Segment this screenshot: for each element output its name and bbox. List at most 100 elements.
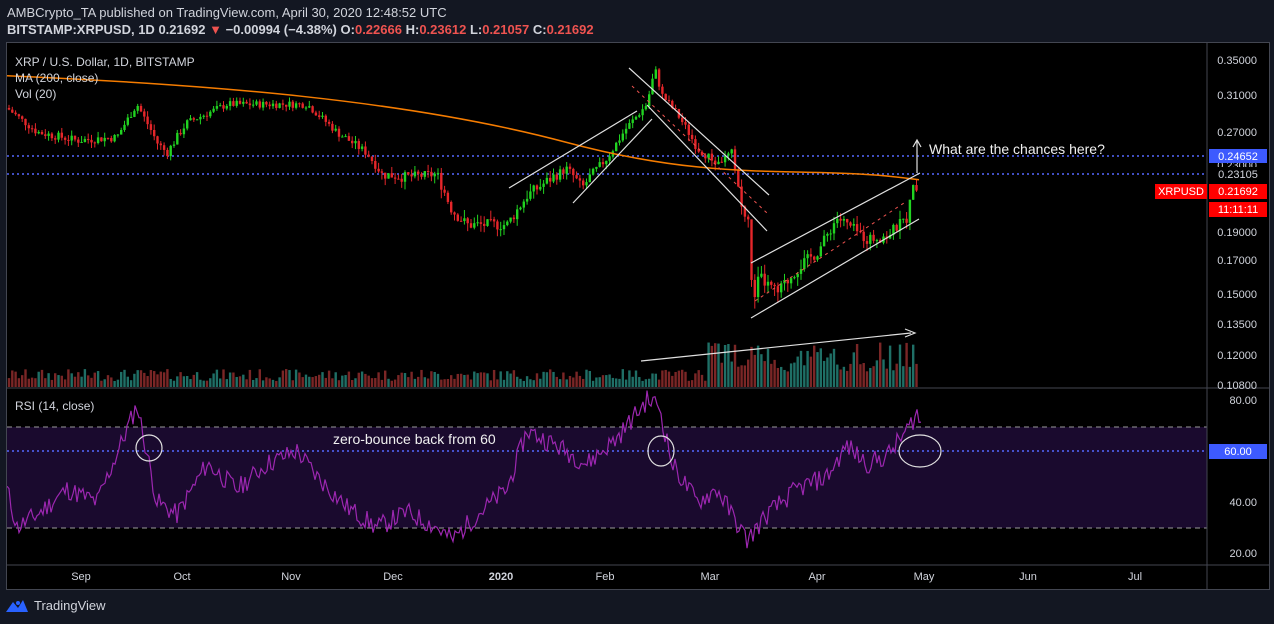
volume-bar [595,377,598,387]
volume-bar [522,380,525,387]
candle-body [47,133,50,136]
price-axis[interactable]: 0.350000.310000.270000.230000.190000.170… [1217,55,1257,392]
candle-body [410,174,413,177]
candle-body [103,137,106,142]
volume-bar [248,369,252,387]
symbol-label[interactable]: BITSTAMP:XRPUSD, 1D [7,22,155,37]
volume-bar [525,376,529,387]
volume-bar [146,376,149,387]
volume-bar [242,374,245,387]
candle-body [285,104,288,107]
volume-bar [354,378,357,387]
volume-bar [430,371,433,387]
low-value: 0.21057 [482,22,530,37]
legend-ma[interactable]: MA (200, close) [15,71,98,85]
candle-body [822,235,826,247]
time-tick-label: May [914,571,935,583]
volume-bar [288,370,291,387]
rsi-circle-sep[interactable] [135,434,163,462]
chart-area[interactable]: What are the chances here? zero-bounce b… [6,42,1270,590]
footer: TradingView [0,590,1274,624]
candle-body [96,137,100,143]
candle-body [156,136,159,144]
candle-body [568,166,572,169]
recovery-channel-bottom[interactable] [750,218,920,319]
candle-body [806,254,809,259]
rising-channel-bottom[interactable] [572,118,653,204]
rsi-circle-feb[interactable] [647,435,675,467]
close-value: 0.21692 [546,22,594,37]
candle-body [585,182,588,186]
legend-vol[interactable]: Vol (20) [15,87,56,101]
channel-drawings[interactable] [508,67,922,362]
volume-bar [492,369,496,387]
legend-rsi[interactable]: RSI (14, close) [15,399,94,413]
candle-body [370,156,374,162]
volume-bar [202,380,205,387]
volume-bar [681,369,684,387]
candle-body [123,124,126,130]
volume-bar [684,371,687,387]
volume-bar [80,376,83,387]
volume-bar [813,345,816,387]
volume-bar [215,369,219,387]
volume-bar [710,345,714,387]
candle-body [499,229,502,231]
candle-body [687,124,690,135]
rsi-circles[interactable] [135,434,942,468]
rsi-axis[interactable]: 80.00 40.00 20.00 [1229,395,1257,560]
rsi-circle-may[interactable] [898,434,942,468]
candle-body [11,109,14,113]
time-axis[interactable]: Sep Oct Nov Dec 2020 Feb Mar Apr May Jun Jul [71,571,1142,583]
volume-bar [143,372,146,387]
candle-body [73,135,77,140]
volume-bar [136,370,139,387]
rsi-level-tag-bg [1209,444,1267,459]
price-pane[interactable] [7,43,1207,388]
candle-body [261,101,265,108]
chances-annotation[interactable]: What are the chances here? [929,141,1105,157]
zero-bounce-annotation[interactable]: zero-bounce back from 60 [333,431,496,447]
volume-bar [618,378,621,387]
volume-bar [532,380,535,387]
volume-bar [374,378,377,387]
candle-body [532,185,535,192]
volume-bar [605,375,608,387]
volume-bar [542,371,545,387]
candle-body [723,155,727,163]
price-tick-label: 0.13500 [1217,319,1257,331]
candle-body [294,103,298,108]
candle-body [195,119,199,121]
volume-bar [420,369,423,387]
volume-bar [608,374,611,387]
time-tick-label: Nov [281,571,301,583]
candle-body [301,103,304,108]
volume-bar [459,373,463,387]
candle-body [519,207,522,210]
candle-body [793,277,796,279]
candle-body [846,218,849,223]
volume-bar [426,378,430,387]
candle-body [529,191,532,199]
candle-body [417,171,420,174]
recovery-channel-top[interactable] [750,172,921,264]
volume-trendline[interactable] [640,332,912,362]
volume-bar [631,376,634,387]
volume-bar [875,360,879,387]
volume-bar [189,379,192,387]
time-tick-label: Feb [596,571,615,583]
volume-bar [865,371,869,387]
volume-bar [466,374,469,387]
candle-body [436,172,440,174]
tradingview-logo[interactable]: TradingView [6,598,106,613]
rising-channel-top[interactable] [508,110,638,189]
volume-bar [106,375,110,387]
volume-bar [822,360,826,387]
candle-body [384,172,387,179]
falling-channel-top[interactable] [628,67,770,196]
legend-title[interactable]: XRP / U.S. Dollar, 1D, BITSTAMP [15,55,195,69]
falling-channel-bottom[interactable] [646,104,768,232]
volume-bar [186,375,189,387]
candle-body [146,116,149,125]
candle-body [598,162,601,167]
